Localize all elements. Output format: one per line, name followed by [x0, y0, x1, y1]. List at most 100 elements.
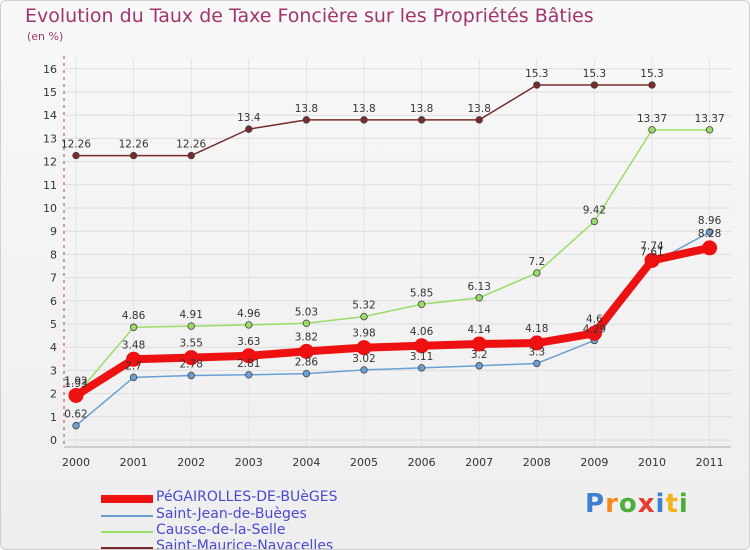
- logo-letter: o: [618, 489, 638, 519]
- proxiti-logo: Proxiti: [585, 489, 689, 519]
- data-label: 4.18: [525, 323, 548, 335]
- data-label: 5.03: [295, 306, 318, 318]
- data-label: 5.85: [410, 287, 433, 299]
- data-point: [187, 151, 195, 160]
- data-point: [187, 322, 195, 330]
- y-tick-label: 1: [50, 411, 57, 424]
- data-label: 4.14: [468, 324, 492, 336]
- data-label: 7.74: [640, 240, 664, 252]
- logo-letter: i: [655, 489, 666, 519]
- data-point: [590, 81, 599, 89]
- series-line-3: [72, 243, 714, 400]
- data-point: [360, 312, 368, 321]
- data-point: [414, 338, 430, 354]
- y-axis-unit-label: (en %): [27, 30, 64, 43]
- data-label: 2.78: [180, 359, 203, 371]
- data-point: [72, 151, 80, 160]
- data-point: [245, 371, 253, 379]
- x-tick-label: 2007: [465, 456, 493, 469]
- data-label: 0.62: [64, 409, 87, 421]
- data-point: [648, 126, 656, 134]
- data-point: [302, 319, 311, 328]
- y-tick-label: 6: [50, 295, 57, 308]
- x-tick-label: 2005: [350, 456, 378, 469]
- series-line-1: [75, 129, 711, 396]
- data-label: 3.82: [295, 331, 318, 343]
- data-point: [298, 343, 314, 359]
- data-label: 12.26: [176, 139, 206, 151]
- data-label: 13.4: [237, 112, 261, 124]
- data-label: 4.06: [410, 326, 434, 338]
- y-tick-label: 15: [43, 86, 57, 99]
- logo-letter: r: [605, 489, 619, 519]
- data-point: [129, 323, 138, 331]
- data-label: 7.61: [640, 246, 663, 258]
- data-point: [302, 369, 311, 378]
- legend-label-2: Causse-de-la-Selle: [156, 522, 286, 538]
- data-label: 3.98: [352, 328, 375, 340]
- x-tick-label: 2003: [235, 456, 263, 469]
- chart-title: Evolution du Taux de Taxe Foncière sur l…: [25, 5, 594, 27]
- data-point: [475, 294, 483, 302]
- data-point: [648, 81, 656, 89]
- y-tick-label: 11: [43, 179, 57, 192]
- data-label: 9.42: [583, 204, 606, 216]
- data-point: [533, 81, 541, 89]
- y-tick-label: 0: [50, 434, 57, 447]
- data-label: 1.92: [64, 375, 87, 387]
- data-label: 13.8: [295, 103, 318, 115]
- legend-label-1: Saint-Jean-de-Buèges: [156, 506, 307, 522]
- data-point: [590, 217, 599, 226]
- data-label: 13.37: [637, 113, 667, 125]
- x-tick-label: 2004: [292, 456, 320, 469]
- data-label: 4.86: [122, 310, 146, 322]
- y-tick-label: 13: [43, 132, 57, 145]
- data-point: [644, 252, 660, 268]
- y-tick-label: 5: [50, 318, 57, 331]
- data-label: 3.2: [471, 349, 488, 361]
- data-point: [533, 359, 541, 368]
- data-point: [126, 351, 142, 367]
- data-point: [529, 335, 545, 351]
- data-label: 2.7: [125, 360, 142, 372]
- legend-swatch-1: [101, 515, 153, 517]
- y-tick-label: 2: [50, 388, 57, 401]
- data-point: [302, 116, 311, 124]
- data-label: 3.55: [180, 338, 203, 350]
- data-label: 1.93: [64, 378, 87, 390]
- data-point: [471, 336, 487, 352]
- data-point: [187, 371, 195, 380]
- y-tick-label: 9: [50, 225, 57, 238]
- data-point: [417, 116, 426, 124]
- y-tick-label: 3: [50, 364, 57, 377]
- data-label: 15.3: [525, 68, 548, 80]
- data-label: 3.02: [352, 353, 375, 365]
- data-point: [705, 126, 714, 134]
- y-tick-label: 7: [50, 272, 57, 285]
- data-point: [705, 228, 714, 236]
- logo-letter: x: [637, 489, 656, 519]
- x-tick-label: 2001: [120, 456, 148, 469]
- data-point: [245, 321, 253, 329]
- data-label: 2.86: [295, 357, 319, 369]
- legend-swatch-3: [101, 547, 153, 549]
- data-point: [475, 362, 483, 370]
- data-label: 3.11: [410, 351, 433, 363]
- data-label: 3.48: [122, 339, 145, 351]
- logo-letter: t: [665, 489, 679, 519]
- y-tick-label: 16: [43, 63, 57, 76]
- legend-label-0: PéGAIROLLES-DE-BUèGES: [156, 489, 338, 505]
- data-point: [129, 373, 138, 382]
- data-label: 12.26: [119, 139, 149, 151]
- data-label: 13.8: [410, 103, 433, 115]
- logo-letter: P: [585, 489, 606, 519]
- data-point: [417, 300, 426, 308]
- data-point: [183, 350, 199, 366]
- data-point: [356, 340, 372, 356]
- data-point: [360, 366, 368, 374]
- data-label: 12.26: [61, 139, 91, 151]
- legend-label-3: Saint-Maurice-Navacelles: [156, 538, 334, 550]
- data-label: 6.13: [468, 281, 491, 293]
